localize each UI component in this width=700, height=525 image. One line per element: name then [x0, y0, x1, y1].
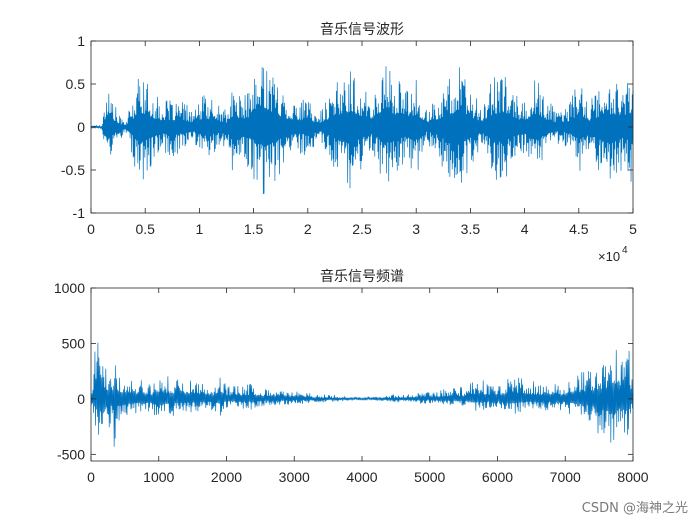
spectrum-ticks: 0 1000 2000 3000 4000 5000 6000 7000 8000-500050… [54, 280, 649, 485]
x-exponent-power: 4 [622, 245, 628, 256]
watermark: CSDN @海神之光 [582, 501, 688, 516]
y-tick-label: 0 [77, 119, 85, 135]
spectrum-title: 音乐信号频谱 [320, 268, 404, 285]
x-tick-label: 4 [521, 221, 529, 237]
x-tick-label: 7000 [550, 469, 581, 485]
y-tick-label: 500 [62, 335, 86, 351]
x-tick-label: 0 [87, 221, 95, 237]
x-tick-label: 5 [629, 221, 637, 237]
x-tick-label: 6000 [482, 469, 513, 485]
x-tick-label: 8000 [617, 469, 648, 485]
x-tick-label: 1 [196, 221, 204, 237]
spectrum-subplot: 音乐信号频谱 0 1000 2000 3000 4000 5000 6000 7000 8000… [54, 268, 649, 485]
x-tick-label: 0 [87, 469, 95, 485]
waveform-x-exponent: ×10 4 [598, 245, 628, 264]
waveform-title: 音乐信号波形 [320, 21, 404, 38]
x-tick-label: 4.5 [569, 221, 589, 237]
spectrum-axes-box [90, 287, 634, 462]
waveform-line [90, 66, 634, 194]
y-tick-label: 0 [77, 391, 85, 407]
waveform-ticks: 0 0.5 1 1.5 2 2.5 3 3.5 4 4.5 5 -1 -0.5 0 0.5 1 [61, 33, 637, 237]
x-tick-label: 0.5 [135, 221, 155, 237]
y-tick-label: 1 [77, 33, 85, 49]
x-tick-label: 3.5 [461, 221, 481, 237]
x-tick-label: 3000 [279, 469, 310, 485]
y-tick-label: -500 [57, 446, 85, 462]
x-tick-label: 2 [304, 221, 312, 237]
x-tick-label: 2.5 [352, 221, 372, 237]
x-tick-label: 4000 [346, 469, 377, 485]
waveform-series [90, 66, 634, 194]
x-tick-label: 3 [412, 221, 420, 237]
y-tick-label: 0.5 [66, 76, 86, 92]
waveform-subplot: 音乐信号波形 0 0.5 1 1.5 2 2.5 3 3.5 4 4.5 5-1-0.500.51 … [61, 21, 637, 264]
x-tick-label: 1.5 [244, 221, 264, 237]
spectrum-series [90, 342, 634, 447]
y-tick-label: -1 [73, 205, 86, 221]
x-tick-label: 2000 [211, 469, 242, 485]
y-tick-label: -0.5 [61, 162, 85, 178]
spectrum-line [90, 342, 634, 447]
y-tick-label: 1000 [54, 280, 85, 296]
x-tick-label: 1000 [143, 469, 174, 485]
x-exponent-base: ×10 [598, 249, 620, 264]
x-tick-label: 5000 [414, 469, 445, 485]
